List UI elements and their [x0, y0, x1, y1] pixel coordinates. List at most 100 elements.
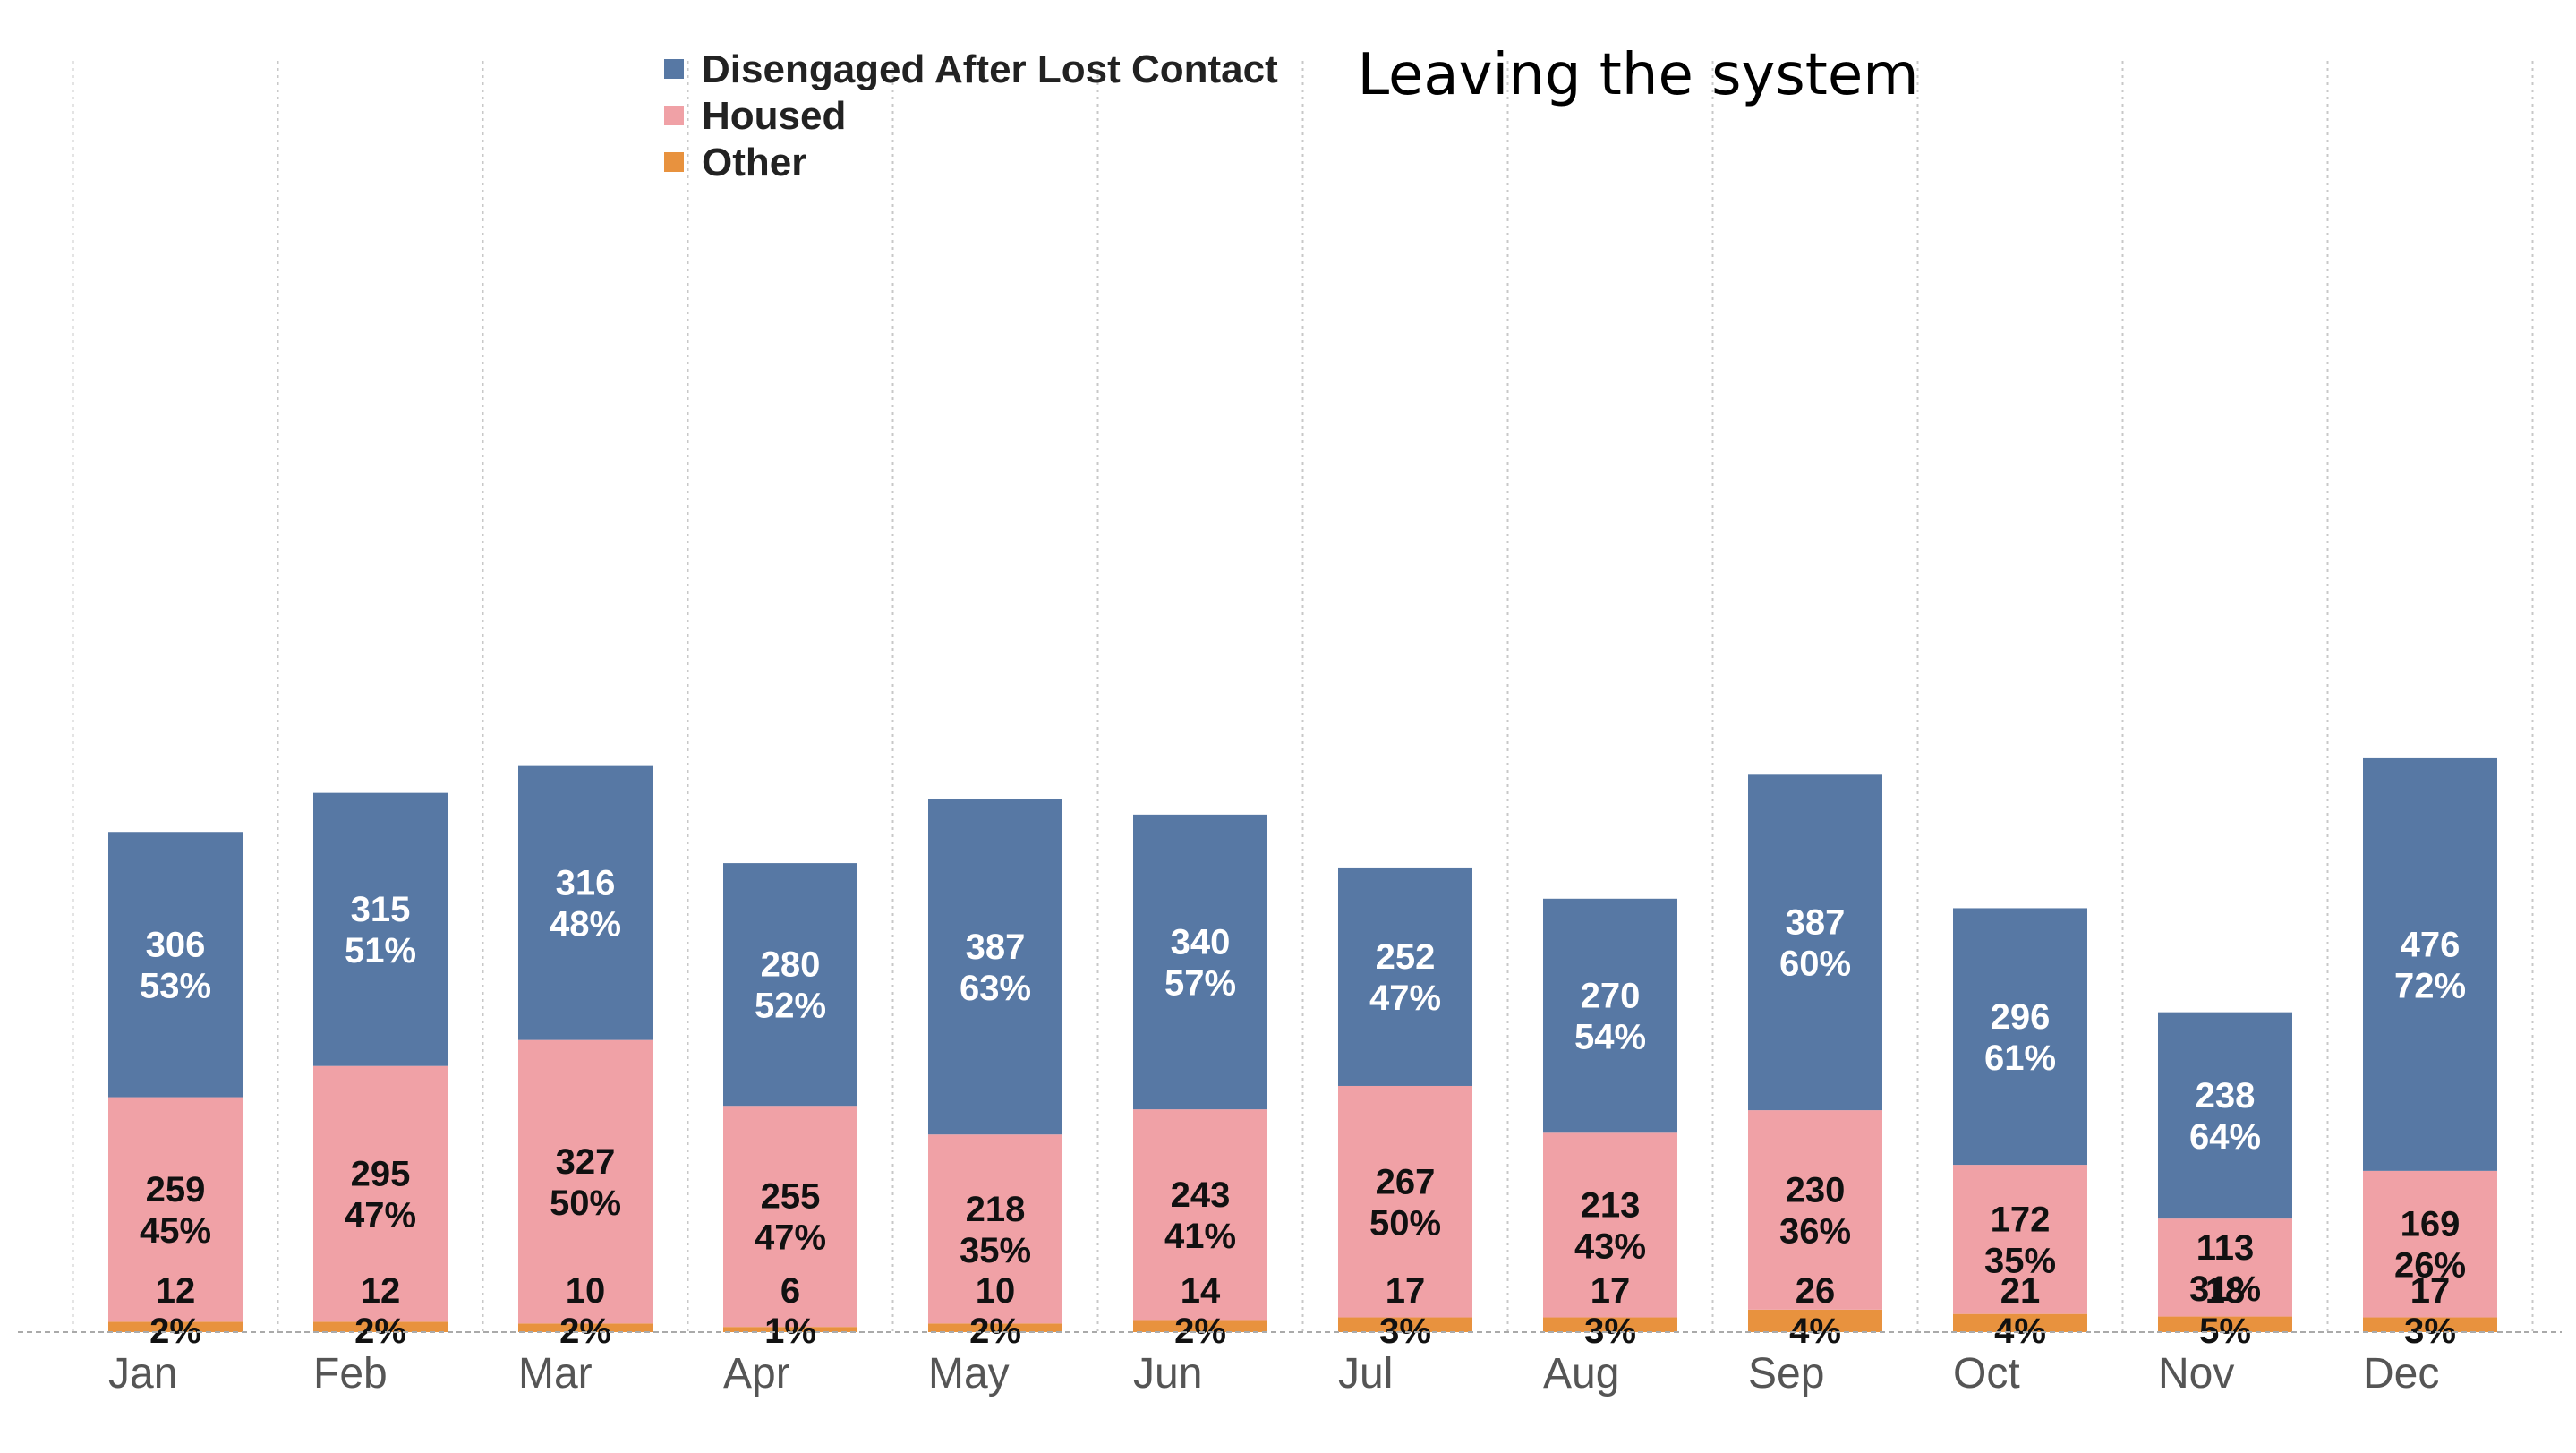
data-label-value: 340 — [1171, 922, 1231, 962]
x-tick-label: Jan — [108, 1350, 177, 1397]
data-label-percent: 41% — [1164, 1217, 1236, 1256]
data-label-value: 280 — [761, 945, 821, 985]
data-label-percent: 63% — [960, 969, 1031, 1008]
data-label-value: 267 — [1376, 1162, 1436, 1201]
data-label-value: 218 — [966, 1190, 1026, 1229]
data-label-percent: 50% — [1369, 1203, 1441, 1243]
data-label-value: 6 — [780, 1271, 800, 1311]
bar-segment-disengaged-after-lost-contact-jan — [108, 832, 243, 1098]
bar-segment-housed-aug — [1543, 1132, 1677, 1318]
data-label-percent: 60% — [1779, 944, 1851, 984]
data-label-value: 476 — [2401, 925, 2461, 964]
data-label-value: 306 — [146, 925, 206, 964]
data-label-percent: 50% — [550, 1184, 621, 1223]
data-label-value: 10 — [976, 1271, 1016, 1311]
x-tick-label: Feb — [313, 1350, 388, 1397]
data-label-value: 21 — [2000, 1271, 2041, 1311]
data-label-percent: 47% — [345, 1196, 416, 1235]
x-tick-label: Mar — [518, 1350, 593, 1397]
x-tick-label: Sep — [1748, 1350, 1824, 1397]
data-label-value: 252 — [1376, 937, 1436, 977]
data-label-percent: 36% — [1779, 1211, 1851, 1251]
bar-segment-other-oct — [1953, 1313, 2087, 1332]
bar-segment-other-sep — [1748, 1309, 1882, 1332]
data-label-value: 17 — [1591, 1271, 1631, 1311]
data-label-value: 243 — [1171, 1175, 1231, 1215]
bar-segment-housed-jul — [1338, 1085, 1472, 1318]
data-label-percent: 4% — [1789, 1312, 1841, 1351]
legend-swatch — [664, 152, 684, 172]
bar-segment-other-nov — [2158, 1316, 2292, 1332]
legend-label: Other — [702, 141, 806, 184]
bar-segment-disengaged-after-lost-contact-apr — [723, 863, 857, 1107]
data-label-percent: 3% — [1584, 1312, 1636, 1351]
data-label-percent: 45% — [140, 1211, 211, 1251]
chart-title: Leaving the system — [1357, 42, 1918, 108]
data-label-percent: 35% — [1984, 1241, 2056, 1280]
data-label-value: 295 — [351, 1155, 411, 1194]
data-label-value: 26 — [1796, 1271, 1836, 1311]
bar-segment-disengaged-after-lost-contact-aug — [1543, 898, 1677, 1133]
bar-segment-housed-jan — [108, 1097, 243, 1322]
data-label-value: 270 — [1581, 977, 1641, 1016]
legend-label: Disengaged After Lost Contact — [702, 47, 1278, 91]
bar-segment-housed-dec — [2363, 1170, 2497, 1318]
bar-segment-disengaged-after-lost-contact-sep — [1748, 774, 1882, 1111]
data-label-value: 14 — [1181, 1271, 1221, 1311]
data-label-percent: 52% — [755, 987, 826, 1026]
bar-segment-other-feb — [313, 1321, 448, 1332]
bar-segment-disengaged-after-lost-contact-feb — [313, 792, 448, 1066]
bar-segment-disengaged-after-lost-contact-nov — [2158, 1012, 2292, 1219]
bar-segment-disengaged-after-lost-contact-dec — [2363, 757, 2497, 1171]
bar-segment-other-apr — [723, 1327, 857, 1332]
bar-segment-other-jun — [1133, 1320, 1267, 1332]
bar-segment-housed-jun — [1133, 1109, 1267, 1321]
data-label-percent: 54% — [1574, 1018, 1646, 1057]
data-label-percent: 4% — [1994, 1312, 2046, 1351]
bar-segment-housed-mar — [518, 1039, 653, 1324]
data-label-value: 296 — [1991, 997, 2051, 1037]
data-label-percent: 51% — [345, 931, 416, 970]
data-label-value: 12 — [361, 1271, 401, 1311]
data-label-percent: 35% — [960, 1231, 1031, 1270]
bar-segment-housed-oct — [1953, 1165, 2087, 1314]
data-label-value: 172 — [1991, 1200, 2051, 1239]
bar-segment-disengaged-after-lost-contact-may — [928, 799, 1062, 1135]
data-label-percent: 53% — [140, 966, 211, 1005]
x-tick-label: Aug — [1543, 1350, 1619, 1397]
data-label-value: 230 — [1786, 1170, 1846, 1209]
bar-segment-other-jan — [108, 1321, 243, 1332]
bar-segment-other-aug — [1543, 1317, 1677, 1332]
x-tick-label: May — [928, 1350, 1010, 1397]
x-tick-label: Apr — [723, 1350, 790, 1397]
data-label-value: 169 — [2401, 1205, 2461, 1244]
data-label-value: 387 — [1786, 903, 1846, 943]
data-label-percent: 31% — [2189, 1269, 2261, 1309]
x-axis: Jan Feb Mar Apr May Jun Jul Aug Sep Oct Nov Dec — [18, 1331, 2562, 1397]
data-label-percent: 47% — [755, 1218, 826, 1258]
x-tick-label: Jun — [1133, 1350, 1202, 1397]
data-label-percent: 57% — [1164, 963, 1236, 1003]
data-label-value: 315 — [351, 890, 411, 929]
bar-segment-housed-apr — [723, 1106, 857, 1328]
legend-swatch — [664, 106, 684, 125]
data-label-value: 113 — [2196, 1228, 2255, 1268]
bar-segment-other-jul — [1338, 1317, 1472, 1332]
bar-segment-other-dec — [2363, 1317, 2497, 1332]
data-label-value: 238 — [2196, 1076, 2256, 1115]
bar-segment-disengaged-after-lost-contact-jul — [1338, 867, 1472, 1086]
x-tick-label: Nov — [2158, 1350, 2234, 1397]
bar-segment-disengaged-after-lost-contact-oct — [1953, 908, 2087, 1166]
bar-segment-housed-sep — [1748, 1110, 1882, 1310]
bars — [108, 757, 2497, 1332]
data-label-percent: 64% — [2189, 1117, 2261, 1157]
x-tick-label: Dec — [2363, 1350, 2439, 1397]
bar-segment-other-may — [928, 1323, 1062, 1332]
data-label-percent: 26% — [2394, 1246, 2466, 1286]
bar-segment-housed-feb — [313, 1065, 448, 1322]
data-label-value: 18 — [2205, 1271, 2246, 1311]
bar-segment-disengaged-after-lost-contact-jun — [1133, 814, 1267, 1110]
